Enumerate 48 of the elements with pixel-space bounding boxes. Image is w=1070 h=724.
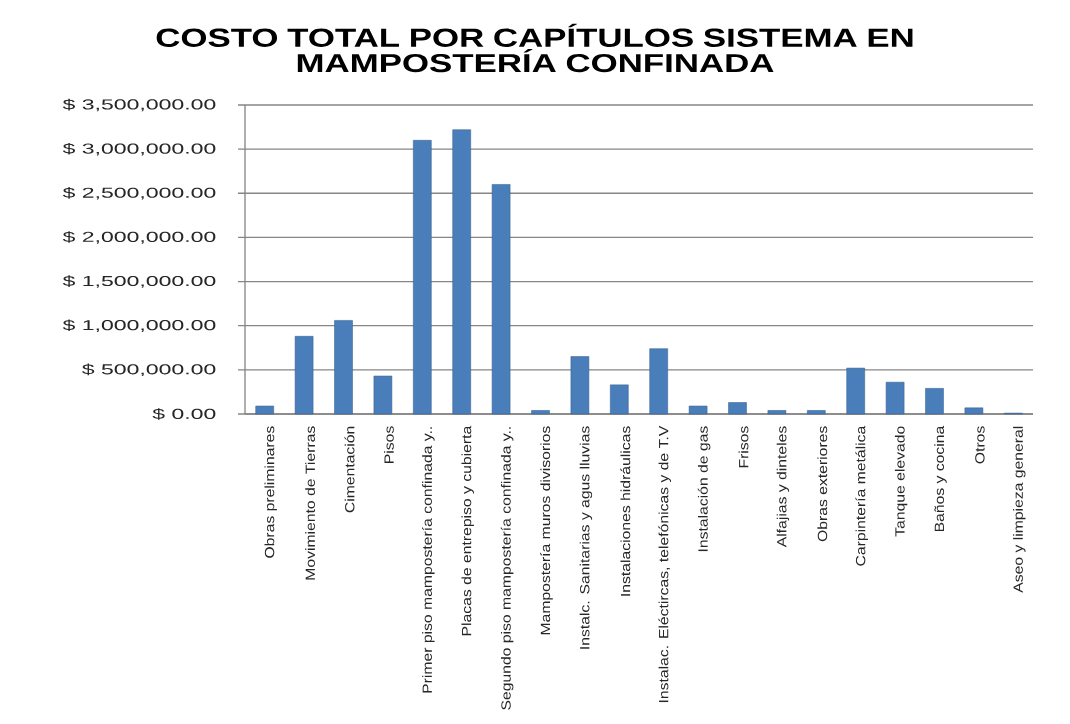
y-tick-label: $ 3,500,000.00 xyxy=(62,98,216,112)
bar xyxy=(531,410,550,415)
x-tick-label: Movimiento de Tierras xyxy=(305,426,315,580)
x-tick-label: Otros xyxy=(975,426,985,464)
x-tick-label: Baños y cocina xyxy=(934,425,947,532)
bar xyxy=(255,405,274,415)
bar xyxy=(294,336,314,415)
bar xyxy=(964,407,984,415)
x-tick-label: Alfajias y dinteles xyxy=(776,426,790,548)
bar xyxy=(610,384,629,415)
y-tick-label: $ 500,000.00 xyxy=(82,363,216,377)
y-tick-label: $ 0.00 xyxy=(152,408,216,420)
bar xyxy=(925,388,944,415)
bar xyxy=(767,410,787,415)
x-tick-label: Frisos xyxy=(738,426,749,468)
bar xyxy=(846,367,865,415)
bar xyxy=(491,184,511,415)
chart-title: COSTO TOTAL POR CAPÍTULOS SISTEMA EN MAMPOSTERÍA CONFINADA xyxy=(156,23,913,73)
y-tick-label: $ 3,000,000.00 xyxy=(62,142,216,156)
x-tick-label: Obras exteriores xyxy=(817,426,828,542)
x-tick-label: Cimentación xyxy=(344,426,355,513)
bar xyxy=(807,410,826,415)
x-tick-label: Obras preliminares xyxy=(264,426,277,558)
x-tick-label: Primer piso mampostería confinada y.. xyxy=(422,427,435,693)
bar xyxy=(885,381,905,415)
y-tick-label: $ 1,500,000.00 xyxy=(62,275,216,288)
bar xyxy=(688,405,708,415)
x-tick-label: Mampostería muros divisorios xyxy=(540,426,553,635)
x-tick-label: Carpintería metálica xyxy=(855,425,868,566)
x-tick-label: Instalac. Eléctircas, telefónicas y de T.V xyxy=(658,425,671,703)
bar xyxy=(570,356,590,415)
x-tick-label: Instalación de gas xyxy=(697,426,711,552)
y-tick-label: $ 2,000,000.00 xyxy=(62,231,216,244)
x-tick-label: Aseo y limpieza general xyxy=(1013,426,1026,593)
x-tick-label: Segundo piso mampostería confinada y.. xyxy=(500,427,514,710)
bar xyxy=(373,375,393,415)
bar xyxy=(649,348,668,415)
bar xyxy=(334,320,353,415)
y-tick-label: $ 1,000,000.00 xyxy=(62,319,216,332)
bar xyxy=(413,140,432,415)
y-tick-label: $ 2,500,000.00 xyxy=(62,187,216,200)
x-tick-label: Instalaciones hidráulicas xyxy=(620,426,631,596)
bar xyxy=(452,129,471,415)
x-tick-label: Pisos xyxy=(384,426,394,463)
bar xyxy=(728,402,747,415)
x-tick-label: Instalc. Sanitarias y agus lluvias xyxy=(579,426,593,649)
x-tick-label: Tanque elevado xyxy=(894,426,908,537)
x-tick-label: Placas de entrepiso y cubierta xyxy=(461,425,474,636)
